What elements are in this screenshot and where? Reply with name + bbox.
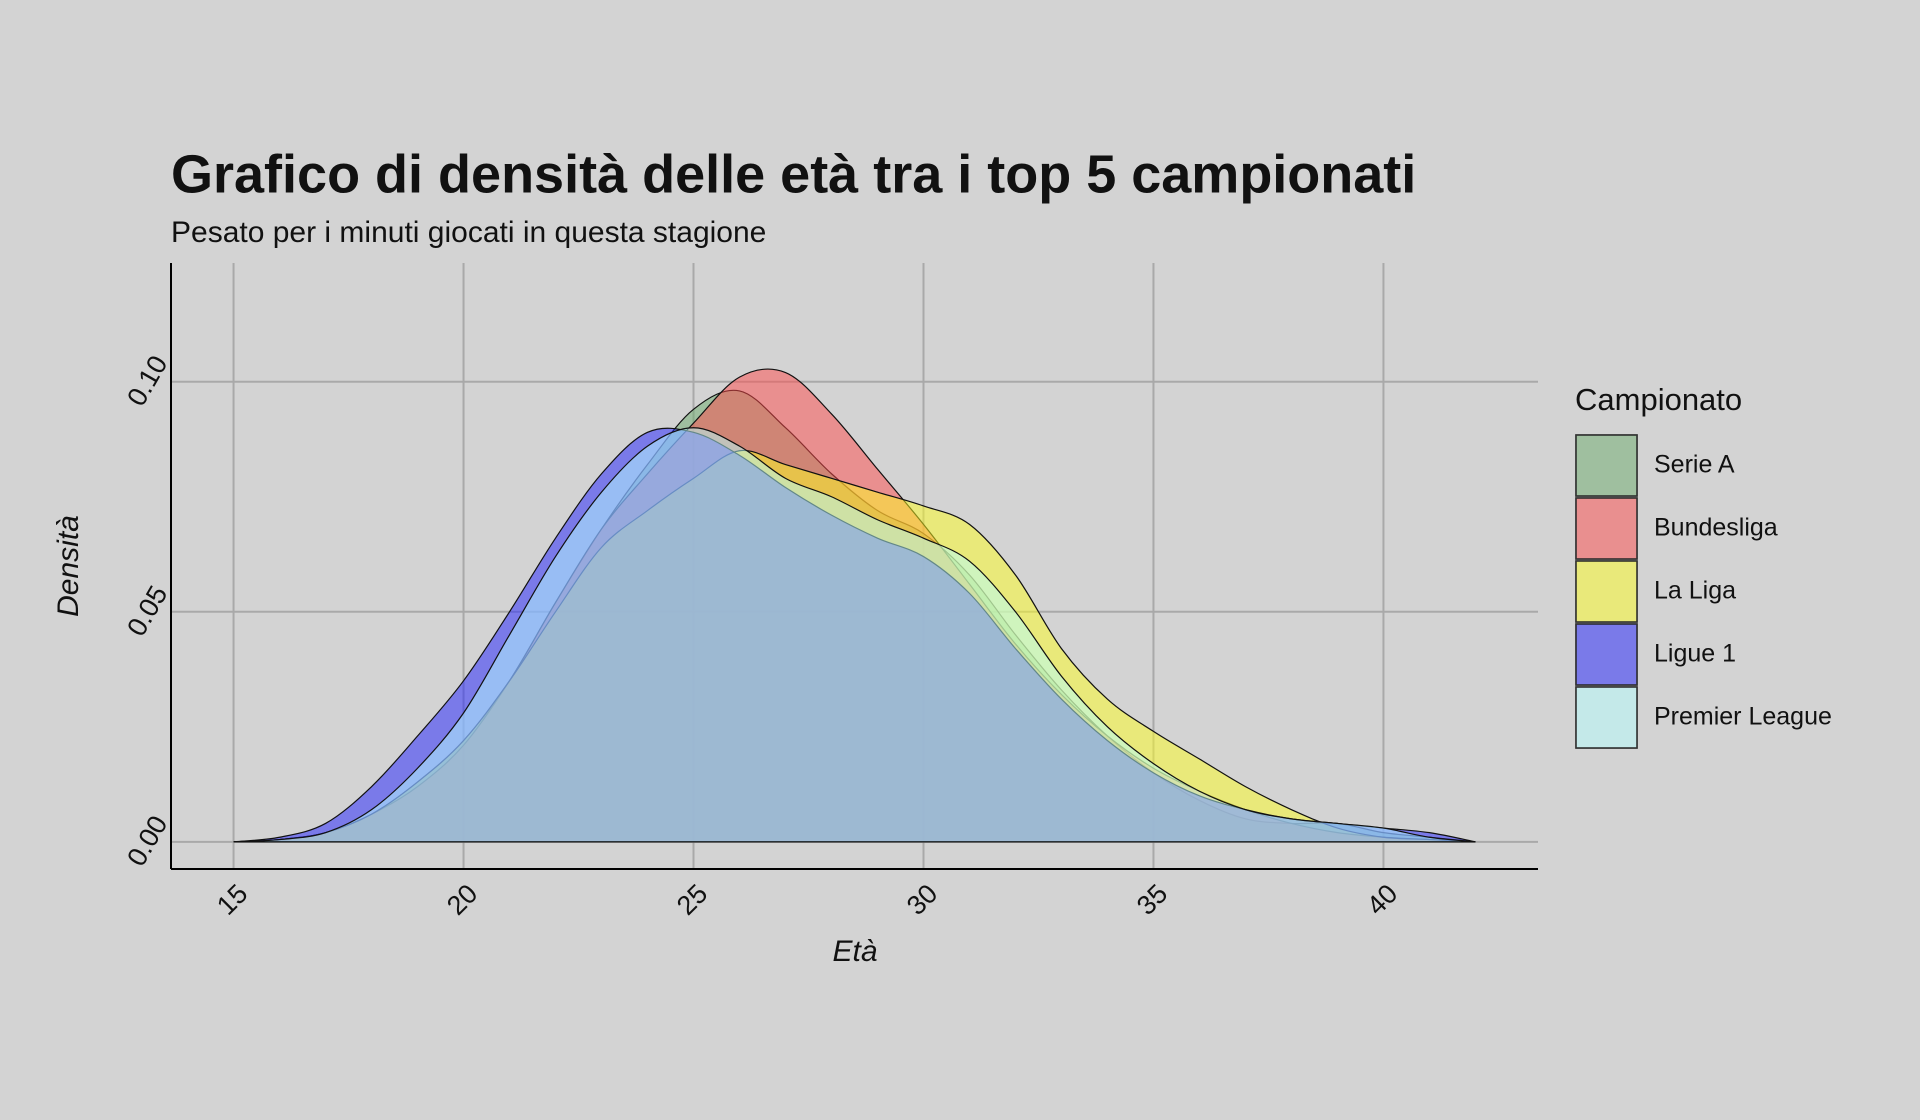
legend-swatch	[1575, 686, 1638, 749]
legend-swatch	[1575, 623, 1638, 686]
chart-title: Grafico di densità delle età tra i top 5…	[171, 144, 1416, 204]
legend-label: Premier League	[1654, 703, 1832, 731]
legend-label: Bundesliga	[1654, 514, 1778, 542]
chart-subtitle: Pesato per i minuti giocati in questa st…	[171, 216, 766, 249]
density-area	[233, 427, 1476, 843]
legend-swatch	[1575, 560, 1638, 623]
legend-swatch	[1575, 434, 1638, 497]
x-axis-title: Età	[832, 935, 877, 968]
legend-title: Campionato	[1575, 382, 1742, 417]
legend-swatch	[1575, 497, 1638, 560]
legend-label: Serie A	[1654, 451, 1735, 479]
legend-label: Ligue 1	[1654, 640, 1736, 668]
y-axis-title: Densità	[52, 515, 85, 617]
legend-label: La Liga	[1654, 577, 1736, 605]
